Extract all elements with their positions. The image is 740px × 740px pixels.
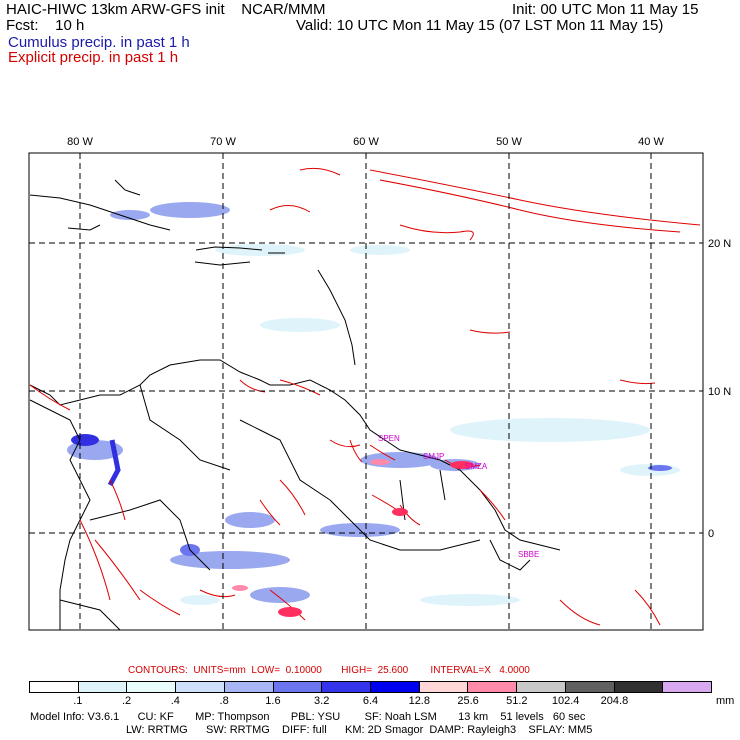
colorbar-tick-label: .8 bbox=[219, 695, 229, 707]
intense-precip bbox=[232, 459, 474, 617]
colorbar-segment bbox=[30, 682, 79, 692]
colorbar-segment bbox=[565, 682, 615, 692]
colorbar-segment bbox=[176, 682, 225, 692]
colorbar-tick-label: 204.8 bbox=[600, 695, 629, 707]
colorbar-segment bbox=[371, 682, 420, 692]
colorbar-segment bbox=[419, 682, 469, 692]
cumulus-precip-areas bbox=[67, 202, 680, 606]
station-label: SBBE bbox=[518, 550, 539, 559]
colorbar-segment bbox=[322, 682, 372, 692]
colorbar-tick-label: 25.6 bbox=[457, 695, 479, 707]
header-valid-time: Valid: 10 UTC Mon 11 May 15 (07 LST Mon … bbox=[296, 17, 664, 34]
station-label: SMJP bbox=[423, 452, 444, 461]
lon-label: 60 W bbox=[353, 136, 379, 148]
colorbar-segment bbox=[127, 682, 177, 692]
colorbar-tick-label: 6.4 bbox=[362, 695, 379, 707]
lon-label: 80 W bbox=[67, 136, 93, 148]
station-label: SPEN bbox=[378, 434, 400, 443]
lat-lon-grid bbox=[29, 153, 703, 630]
colorbar-tick-label: 1.6 bbox=[265, 695, 281, 707]
colorbar bbox=[29, 681, 712, 693]
model-info-line1: Model Info: V3.6.1 CU: KF MP: Thompson P… bbox=[30, 711, 586, 723]
lon-label: 50 W bbox=[496, 136, 522, 148]
colorbar-segment bbox=[517, 682, 566, 692]
colorbar-segment bbox=[663, 682, 712, 692]
explicit-precip-contours bbox=[29, 167, 701, 626]
colorbar-tick-label: .2 bbox=[121, 695, 132, 707]
colorbar-tick-label: 12.8 bbox=[408, 695, 430, 707]
colorbar-segment bbox=[468, 682, 518, 692]
lat-label: 10 N bbox=[708, 386, 731, 398]
contours-info: CONTOURS: UNITS=mm LOW= 0.10000 HIGH= 25… bbox=[128, 665, 530, 676]
lon-label: 70 W bbox=[210, 136, 236, 148]
map-frame bbox=[28, 152, 704, 631]
legend-cumulus-precip: Cumulus precip. in past 1 h bbox=[8, 34, 190, 51]
colorbar-tick-label: 102.4 bbox=[551, 695, 580, 707]
colorbar-segment bbox=[78, 682, 128, 692]
colorbar-segment bbox=[224, 682, 274, 692]
station-label: SMZA bbox=[465, 462, 488, 471]
lat-label: 0 bbox=[708, 528, 714, 540]
legend-explicit-precip: Explicit precip. in past 1 h bbox=[8, 49, 179, 66]
header-title: HAIC-HIWC 13km ARW-GFS init NCAR/MMM bbox=[6, 1, 326, 18]
colorbar-tick-label: .1 bbox=[73, 695, 83, 707]
lon-label: 40 W bbox=[638, 136, 664, 148]
colorbar-segment bbox=[273, 682, 323, 692]
colorbar-tick-label: .4 bbox=[170, 695, 180, 707]
colorbar-units: mm bbox=[716, 695, 735, 707]
colorbar-segment bbox=[614, 682, 664, 692]
header-forecast-hour: Fcst: 10 h bbox=[6, 17, 85, 34]
header-init-time: Init: 00 UTC Mon 11 May 15 bbox=[512, 1, 699, 18]
colorbar-tick-label: 3.2 bbox=[314, 695, 330, 707]
lat-label: 20 N bbox=[708, 238, 731, 250]
colorbar-tick-label: 51.2 bbox=[506, 695, 528, 707]
model-info-line2: LW: RRTMG SW: RRTMG DIFF: full KM: 2D Sm… bbox=[126, 724, 593, 736]
